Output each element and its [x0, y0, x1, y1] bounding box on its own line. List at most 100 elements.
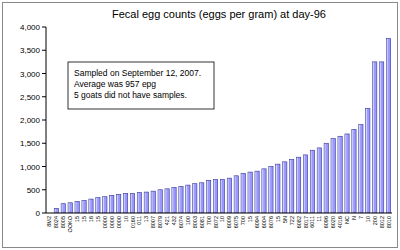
x-tick-label: N — [351, 216, 357, 220]
bar — [213, 180, 217, 213]
x-tick-label: 6094 — [254, 216, 260, 228]
bar — [227, 178, 231, 213]
x-tick-label: 6096 — [323, 216, 329, 228]
bar — [179, 186, 183, 213]
annotation: 5 goats did not have samples. — [74, 90, 187, 100]
y-tick — [42, 120, 46, 121]
x-tick-label: 13 — [143, 216, 149, 222]
bar — [269, 167, 273, 214]
y-tick — [42, 143, 46, 144]
bar — [359, 125, 363, 213]
x-tick-label: OOKO — [67, 215, 73, 232]
x-tick-label: 8072 — [213, 216, 219, 228]
y-tick-label: 3,500 — [20, 46, 41, 55]
x-tick-label: 4016 — [337, 216, 343, 228]
x-tick-label: 8012 — [379, 216, 385, 228]
x-tick-label: 6074 — [178, 216, 184, 228]
x-tick-label: 8017 — [303, 216, 309, 228]
y-tick — [42, 27, 46, 28]
y-tick — [42, 189, 46, 190]
bar — [241, 173, 245, 213]
y-tick-label: 4,000 — [20, 23, 41, 32]
annotation: Sampled on September 12, 2007. — [74, 68, 201, 78]
bar — [172, 187, 176, 213]
x-tick-label: 0000 — [116, 216, 122, 228]
y-tick-label: 0 — [36, 209, 41, 218]
y-tick-label: 3,000 — [20, 70, 41, 79]
bar — [103, 197, 107, 213]
bar — [310, 150, 314, 213]
bar — [276, 164, 280, 213]
x-tick-label: 7 — [358, 216, 364, 219]
y-tick — [42, 50, 46, 51]
bar — [130, 193, 134, 213]
bar — [158, 190, 162, 213]
x-tick-label: 6076 — [268, 216, 274, 228]
x-tick-label: 011 — [136, 216, 142, 225]
bar — [89, 199, 93, 213]
x-tick-label: 5N — [282, 216, 288, 223]
x-tick-label: 0000 — [109, 216, 115, 228]
bar — [386, 39, 390, 213]
bar — [110, 195, 114, 213]
bar — [54, 208, 58, 213]
bar — [165, 189, 169, 213]
x-tick-label: NC — [344, 216, 350, 224]
bar — [248, 172, 252, 213]
x-tick-label: 8024 — [53, 216, 59, 228]
bar — [82, 200, 86, 213]
bar — [117, 194, 121, 213]
y-tick — [42, 213, 46, 214]
bar — [186, 185, 190, 213]
x-tick-label: 8010 — [386, 216, 392, 228]
bar — [345, 134, 349, 213]
bars — [54, 39, 390, 213]
bar — [317, 148, 321, 213]
bar — [193, 184, 197, 213]
annotation: Average was 957 epg — [74, 79, 156, 89]
bar — [296, 157, 300, 213]
title: Fecal egg counts (eggs per gram) at day-… — [112, 8, 326, 20]
x-tick-label: 6009 — [226, 216, 232, 228]
chart: Fecal egg counts (eggs per gram) at day-… — [0, 0, 400, 250]
y-tick-label: 2,500 — [20, 93, 41, 102]
y-axis — [46, 27, 47, 213]
bar — [352, 129, 356, 213]
bar — [366, 108, 370, 213]
x-tick-label: 15 — [74, 216, 80, 222]
x-tick-label: 100 — [185, 216, 191, 225]
bar — [144, 192, 148, 213]
x-axis — [46, 213, 392, 214]
x-tick-label: 8079 — [157, 216, 163, 228]
x-tick-label: 0000 — [102, 216, 108, 228]
x-tick-label: 0160 — [130, 216, 136, 228]
x-tick-label: 200 — [372, 216, 378, 225]
x-tick-label: 15 — [95, 216, 101, 222]
x-tick-label: 8005 — [60, 216, 66, 228]
x-tick-label: 432 — [171, 216, 177, 225]
annotation-box — [68, 62, 214, 109]
x-tick-label: 10 — [219, 216, 225, 222]
bar — [283, 162, 287, 213]
bar — [373, 62, 377, 213]
y-tick-label: 1,500 — [20, 139, 41, 148]
y-tick-label: 500 — [27, 186, 41, 195]
bar — [75, 201, 79, 213]
bar — [96, 198, 100, 213]
bar — [61, 204, 65, 213]
x-tick-label: 722 — [289, 216, 295, 225]
x-tick-label: 11 — [316, 216, 322, 222]
bar — [379, 62, 383, 213]
x-tick-label: 15 — [81, 216, 87, 222]
x-tick-label: 6075 — [233, 216, 239, 228]
x-tick-label: 15 — [247, 216, 253, 222]
x-tick-label: 700 — [206, 216, 212, 225]
x-tick-label: 6011 — [309, 216, 315, 228]
x-tick-label: 6020 — [330, 216, 336, 228]
bar — [123, 193, 127, 213]
x-tick-label: 6004 — [261, 216, 267, 228]
x-tick-label: 8003 — [192, 216, 198, 228]
bar — [338, 136, 342, 213]
x-tick-label: 6081 — [199, 216, 205, 228]
x-tick-label: 8007 — [150, 216, 156, 228]
